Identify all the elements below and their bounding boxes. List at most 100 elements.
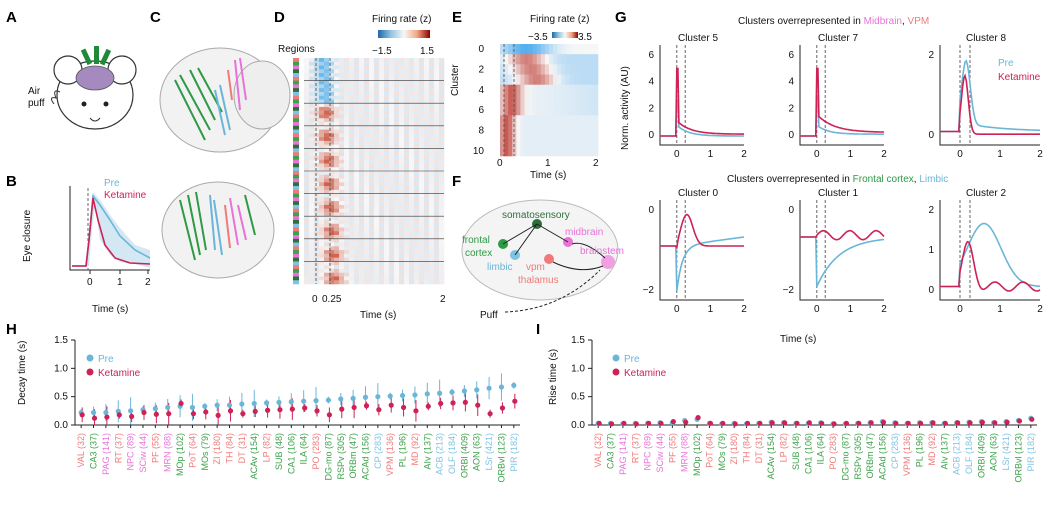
- cluster-heat-cell: [577, 105, 582, 116]
- heatmap-cell: [414, 140, 420, 145]
- heatmap-cell: [389, 216, 395, 221]
- heatmap-cell: [369, 65, 375, 70]
- heatmap-cell: [339, 186, 345, 191]
- heatmap-cell: [399, 76, 405, 81]
- heatmap-cell: [319, 193, 325, 198]
- heatmap-cell: [374, 235, 380, 240]
- heatmap-cell: [324, 65, 330, 70]
- heatmap-cell: [319, 114, 325, 119]
- heatmap-cell: [409, 268, 415, 273]
- g-cluster-title: Cluster 0: [678, 188, 718, 199]
- heatmap-cell: [319, 152, 325, 157]
- heatmap-cell: [394, 276, 400, 281]
- heatmap-cell: [304, 189, 310, 194]
- xtick-label: CA1 (106): [286, 433, 296, 474]
- ytick-label: 0.5: [54, 392, 68, 403]
- heatmap-cell: [374, 250, 380, 255]
- e-ytick: 2: [478, 65, 484, 76]
- heatmap-cell: [344, 155, 350, 160]
- heatmap-cell: [349, 88, 355, 93]
- cluster-heat-cell: [561, 115, 566, 126]
- h-ylabel: Decay time (s): [17, 341, 28, 405]
- cluster-heat-cell: [585, 105, 591, 116]
- heatmap-cell: [414, 114, 420, 119]
- panel-label-i: I: [536, 321, 540, 338]
- heatmap-cell: [319, 216, 325, 221]
- heatmap-cell: [384, 65, 390, 70]
- heatmap-cell: [329, 133, 335, 138]
- heatmap-cell: [349, 114, 355, 119]
- heatmap-cell: [439, 178, 445, 183]
- heatmap-cell: [399, 103, 405, 108]
- heatmap-cell: [304, 174, 310, 179]
- heatmap-cell: [389, 106, 395, 112]
- heatmap-cell: [369, 129, 375, 134]
- heatmap-cell: [384, 61, 390, 66]
- heatmap-cell: [424, 178, 430, 183]
- heatmap-cell: [394, 110, 400, 115]
- heatmap-cell: [404, 261, 410, 266]
- heatmap-cell: [434, 178, 440, 183]
- heatmap-cell: [349, 235, 355, 240]
- d-xlabel: Time (s): [360, 310, 396, 321]
- heatmap-cell: [354, 189, 360, 194]
- heatmap-cell: [419, 268, 425, 273]
- region-bar-cell: [293, 155, 299, 160]
- point-pre: [511, 382, 517, 388]
- heatmap-cell: [424, 167, 430, 172]
- heatmap-cell: [434, 163, 440, 168]
- heatmap-cell: [374, 58, 380, 63]
- heatmap-cell: [319, 280, 325, 285]
- i-legend-pre: Pre: [624, 354, 640, 365]
- b-xtick-1: 1: [117, 277, 123, 288]
- heatmap-cell: [314, 103, 320, 108]
- cluster-heat-cell: [540, 94, 546, 106]
- heatmap-cell: [379, 238, 385, 243]
- cluster-heat-cell: [585, 84, 591, 96]
- heatmap-cell: [369, 208, 375, 213]
- heatmap-cell: [309, 76, 315, 81]
- heatmap-cell: [424, 257, 430, 262]
- heatmap-cell: [304, 118, 310, 123]
- heatmap-cell: [344, 84, 350, 89]
- heatmap-cell: [314, 69, 320, 74]
- heatmap-cell: [329, 227, 335, 232]
- heatmap-cell: [354, 133, 360, 138]
- heatmap-cell: [429, 152, 435, 157]
- heatmap-cell: [439, 193, 445, 198]
- cluster-heat-cell: [516, 105, 521, 116]
- heatmap-cell: [429, 280, 435, 285]
- cluster-heat-cell: [593, 135, 599, 147]
- heatmap-cell: [339, 155, 345, 160]
- cluster-heat-cell: [553, 54, 558, 65]
- heatmap-cell: [324, 103, 330, 108]
- heatmap-cell: [379, 250, 385, 255]
- d-colorbar: [378, 30, 430, 38]
- heatmap-cell: [439, 73, 445, 78]
- heatmap-cell: [334, 250, 340, 255]
- cluster-heat-cell: [528, 125, 533, 136]
- heatmap-cell: [304, 178, 310, 183]
- xtick-label: PoT (64): [704, 433, 714, 468]
- heatmap-cell: [439, 99, 445, 104]
- f-diagram: [461, 199, 619, 313]
- cluster-heat-cell: [585, 125, 591, 136]
- heatmap-cell: [354, 65, 360, 70]
- heatmap-cell: [389, 163, 395, 168]
- heatmap-cell: [409, 163, 415, 168]
- heatmap-cell: [359, 61, 365, 66]
- heatmap-cell: [374, 110, 380, 115]
- heatmap-cell: [379, 208, 385, 213]
- region-bar-cell: [293, 246, 299, 251]
- heatmap-cell: [314, 253, 320, 258]
- region-bar-cell: [293, 76, 299, 81]
- heatmap-cell: [374, 125, 380, 130]
- heatmap-cell: [364, 189, 370, 194]
- cluster-heat-cell: [528, 84, 533, 96]
- heatmap-cell: [439, 137, 445, 142]
- heatmap-cell: [424, 106, 430, 112]
- heatmap-cell: [334, 182, 340, 187]
- heatmap-cell: [384, 73, 390, 78]
- heatmap-cell: [319, 76, 325, 81]
